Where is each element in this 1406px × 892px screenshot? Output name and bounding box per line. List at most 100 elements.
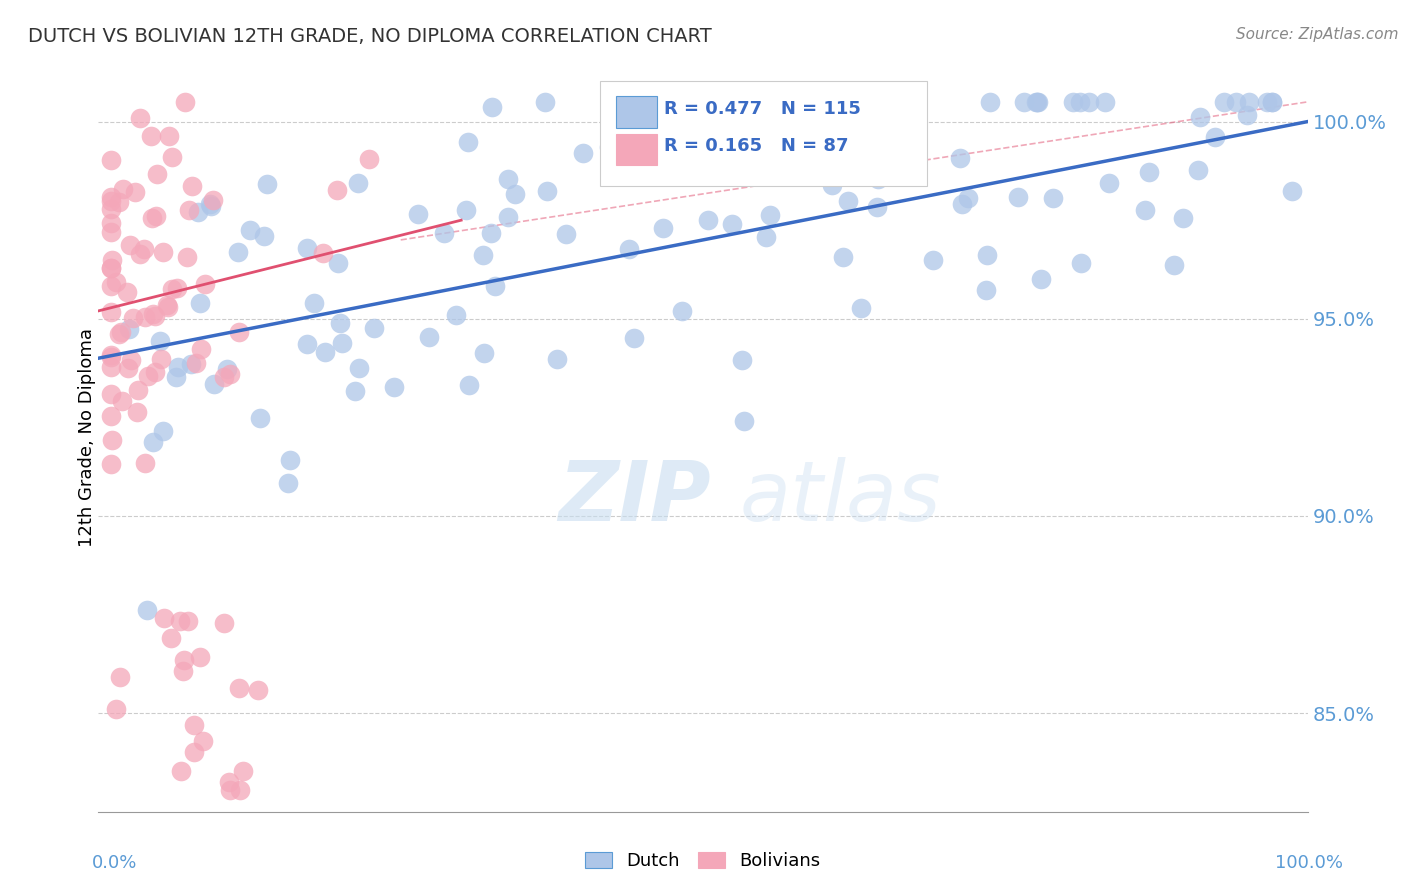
Point [433, 226, 456, 240]
Point [217, 362, 239, 376]
Point [228, 245, 250, 260]
Point [696, 212, 718, 227]
Point [202, 193, 225, 207]
Point [1189, 110, 1212, 124]
Point [125, 405, 148, 419]
Point [728, 129, 751, 144]
Point [152, 611, 174, 625]
Point [105, 702, 128, 716]
Point [481, 99, 503, 113]
Point [100, 189, 122, 203]
Point [110, 670, 132, 684]
Point [278, 452, 301, 467]
Point [228, 325, 250, 339]
Point [868, 171, 890, 186]
Point [976, 283, 998, 297]
Point [776, 152, 799, 166]
Point [176, 250, 198, 264]
Point [1187, 162, 1209, 177]
Point [100, 216, 122, 230]
Point [156, 298, 179, 312]
Point [190, 342, 212, 356]
Text: 0.0%: 0.0% [91, 855, 136, 872]
Point [150, 351, 173, 366]
Point [188, 650, 211, 665]
Point [212, 369, 235, 384]
Point [200, 199, 222, 213]
Point [824, 95, 846, 109]
Point [121, 311, 143, 326]
Point [101, 253, 124, 268]
Point [100, 261, 122, 276]
Point [1204, 130, 1226, 145]
Point [1260, 95, 1282, 109]
Point [118, 322, 141, 336]
Point [100, 360, 122, 375]
Point [120, 238, 142, 252]
Text: DUTCH VS BOLIVIAN 12TH GRADE, NO DIPLOMA CORRELATION CHART: DUTCH VS BOLIVIAN 12TH GRADE, NO DIPLOMA… [28, 27, 711, 45]
Point [1069, 95, 1091, 109]
Point [837, 194, 859, 209]
Point [146, 167, 169, 181]
Point [134, 310, 156, 324]
Point [862, 164, 884, 178]
Point [457, 378, 479, 392]
Point [139, 128, 162, 143]
Point [110, 325, 132, 339]
Point [950, 197, 973, 211]
Point [101, 434, 124, 448]
Point [141, 211, 163, 226]
Text: R = 0.477   N = 115: R = 0.477 N = 115 [664, 100, 862, 118]
Point [546, 351, 568, 366]
Point [169, 614, 191, 628]
Point [160, 631, 183, 645]
Point [194, 277, 217, 292]
Point [166, 359, 188, 374]
Point [714, 145, 737, 160]
Point [1026, 95, 1049, 109]
Point [187, 205, 209, 219]
Point [820, 135, 842, 149]
Point [1077, 95, 1099, 109]
Point [731, 353, 754, 368]
Text: atlas: atlas [740, 457, 941, 538]
Point [314, 344, 336, 359]
Point [172, 665, 194, 679]
Point [149, 334, 172, 348]
Point [699, 95, 721, 109]
Point [406, 207, 429, 221]
Point [652, 221, 675, 235]
Point [1171, 211, 1194, 226]
Point [1007, 190, 1029, 204]
Point [976, 248, 998, 262]
Point [330, 335, 353, 350]
Point [100, 305, 122, 319]
Point [619, 242, 641, 256]
Point [143, 365, 166, 379]
Point [1237, 95, 1260, 109]
Point [157, 129, 180, 144]
Point [218, 775, 240, 789]
Point [1098, 176, 1121, 190]
Legend: Dutch, Bolivians: Dutch, Bolivians [578, 845, 828, 878]
Point [100, 194, 122, 208]
Point [326, 183, 349, 197]
Point [100, 348, 122, 362]
Point [297, 337, 319, 351]
Point [1062, 95, 1084, 109]
Text: ZIP: ZIP [558, 457, 710, 538]
Point [166, 281, 188, 295]
Point [671, 303, 693, 318]
Point [105, 275, 128, 289]
Point [129, 247, 152, 261]
Point [454, 203, 477, 218]
Point [177, 614, 200, 628]
Point [239, 222, 262, 236]
Point [721, 217, 744, 231]
Point [152, 245, 174, 260]
FancyBboxPatch shape [600, 81, 927, 186]
Point [1261, 95, 1284, 109]
Point [212, 616, 235, 631]
Point [111, 394, 134, 409]
Point [173, 652, 195, 666]
